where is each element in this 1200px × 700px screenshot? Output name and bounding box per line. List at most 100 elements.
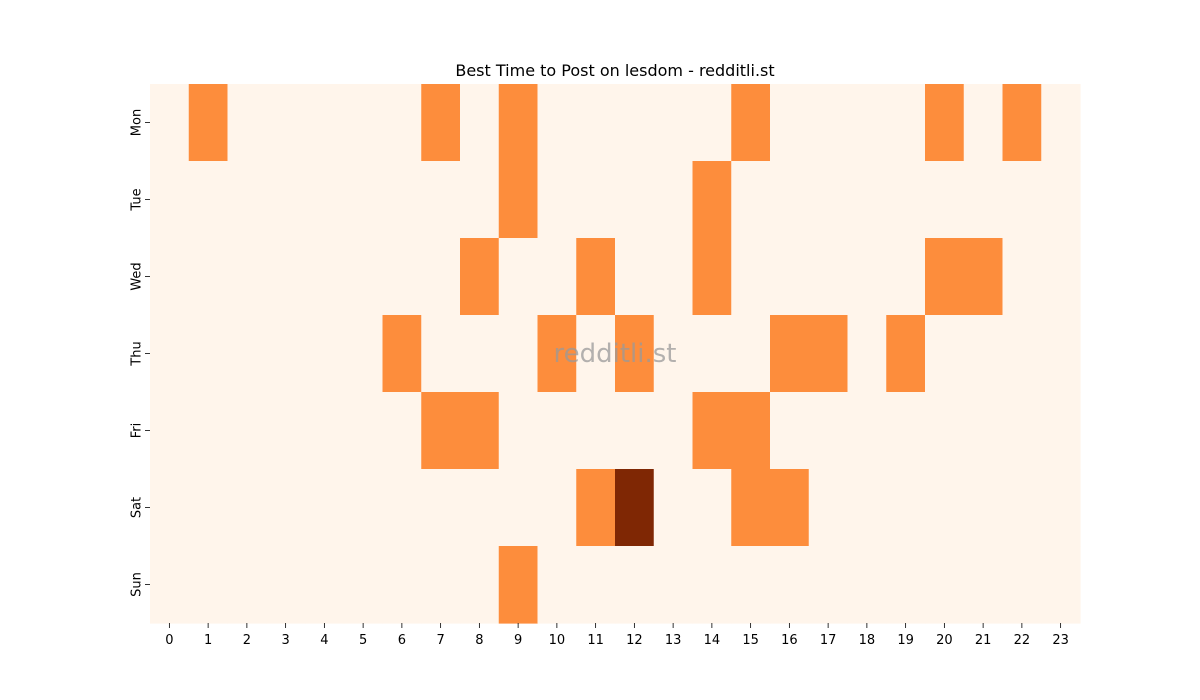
heatmap-cell-sat-1	[188, 469, 229, 547]
heatmap-cell-sun-13	[653, 546, 694, 624]
heatmap-cell-tue-5	[343, 161, 384, 239]
heatmap-cell-mon-9	[498, 84, 539, 162]
heatmap-cell-wed-8	[460, 238, 500, 316]
heatmap-cell-tue-18	[847, 161, 887, 239]
heatmap-cell-thu-5	[343, 315, 384, 393]
y-tick-label: Thu	[130, 341, 145, 366]
heatmap-cell-tue-19	[886, 161, 926, 239]
heatmap-cell-mon-6	[382, 84, 422, 162]
heatmap-cell-mon-7	[421, 84, 461, 162]
heatmap-cell-wed-13	[653, 238, 694, 316]
heatmap-cell-sat-19	[886, 469, 926, 547]
heatmap-cell-wed-14	[692, 238, 732, 316]
heatmap-cell-tue-20	[925, 161, 965, 239]
x-tick-label: 3	[281, 633, 289, 648]
heatmap-cell-sun-19	[886, 546, 926, 624]
heatmap-cell-tue-11	[576, 161, 616, 239]
heatmap-cell-sat-12	[615, 469, 655, 547]
heatmap-cell-mon-12	[615, 84, 655, 162]
heatmap-cell-thu-0	[150, 315, 190, 393]
heatmap-cell-fri-17	[808, 392, 849, 470]
heatmap-cell-thu-22	[1002, 315, 1042, 393]
heatmap-cell-thu-4	[305, 315, 345, 393]
heatmap-cell-sat-20	[925, 469, 965, 547]
heatmap-cell-thu-7	[421, 315, 461, 393]
heatmap-cell-sat-3	[266, 469, 306, 547]
heatmap-cell-sun-1	[188, 546, 229, 624]
x-tick-label: 21	[975, 633, 992, 648]
heatmap-cell-sun-4	[305, 546, 345, 624]
heatmap-cell-sun-15	[731, 546, 771, 624]
heatmap-cell-sat-11	[576, 469, 616, 547]
heatmap-cell-fri-4	[305, 392, 345, 470]
x-tick-label: 22	[1014, 633, 1031, 648]
heatmap-cell-sun-5	[343, 546, 384, 624]
heatmap-cell-fri-19	[886, 392, 926, 470]
heatmap-cell-wed-12	[615, 238, 655, 316]
x-tick-label: 2	[243, 633, 251, 648]
x-tick-label: 18	[859, 633, 876, 648]
heatmap-cell-sun-17	[808, 546, 849, 624]
heatmap-cell-fri-13	[653, 392, 694, 470]
heatmap-cell-sat-5	[343, 469, 384, 547]
heatmap-cell-wed-23	[1041, 238, 1081, 316]
heatmap-cell-thu-6	[382, 315, 422, 393]
heatmap-cell-wed-16	[770, 238, 810, 316]
heatmap-cell-sat-21	[963, 469, 1004, 547]
heatmap-cell-mon-13	[653, 84, 694, 162]
watermark: redditli.st	[554, 339, 677, 369]
heatmap-cell-mon-2	[227, 84, 267, 162]
heatmap-cell-tue-22	[1002, 161, 1042, 239]
heatmap-cell-thu-12	[615, 315, 655, 393]
x-tick-label: 11	[587, 633, 604, 648]
heatmap-cell-wed-5	[343, 238, 384, 316]
heatmap-cell-fri-11	[576, 392, 616, 470]
heatmap-cell-tue-2	[227, 161, 267, 239]
heatmap-cell-mon-5	[343, 84, 384, 162]
heatmap-cell-sun-18	[847, 546, 887, 624]
heatmap-cell-thu-1	[188, 315, 229, 393]
heatmap-cell-fri-18	[847, 392, 887, 470]
heatmap-cell-wed-18	[847, 238, 887, 316]
heatmap-cell-tue-14	[692, 161, 732, 239]
heatmap-cell-thu-3	[266, 315, 306, 393]
heatmap-cell-thu-20	[925, 315, 965, 393]
heatmap-cell-thu-13	[653, 315, 694, 393]
y-tick-label: Mon	[130, 109, 145, 136]
x-tick-label: 9	[514, 633, 522, 648]
heatmap-cell-fri-6	[382, 392, 422, 470]
heatmap-cell-mon-19	[886, 84, 926, 162]
x-axis-ticks: 0 1 2 3 4 5 6 7 8 9 10 11 12 13 14 15 16 17 18 19 20 21 22 23	[165, 623, 1069, 648]
heatmap-cell-fri-20	[925, 392, 965, 470]
heatmap-cell-fri-8	[460, 392, 500, 470]
heatmap-cell-sat-13	[653, 469, 694, 547]
heatmap-cell-mon-14	[692, 84, 732, 162]
heatmap-cell-thu-16	[770, 315, 810, 393]
heatmap-cell-sun-22	[1002, 546, 1042, 624]
heatmap-cell-thu-10	[537, 315, 577, 393]
heatmap-cell-wed-22	[1002, 238, 1042, 316]
heatmap-cell-thu-17	[808, 315, 849, 393]
heatmap-cell-fri-5	[343, 392, 384, 470]
heatmap-cell-wed-10	[537, 238, 577, 316]
heatmap-cell-thu-2	[227, 315, 267, 393]
heatmap-cell-sun-14	[692, 546, 732, 624]
x-tick-label: 1	[204, 633, 212, 648]
heatmap-cell-tue-0	[150, 161, 190, 239]
heatmap-cell-fri-14	[692, 392, 732, 470]
heatmap-cell-sun-20	[925, 546, 965, 624]
heatmap-cell-fri-7	[421, 392, 461, 470]
heatmap-cell-sun-0	[150, 546, 190, 624]
chart-title: Best Time to Post on lesdom - redditli.s…	[455, 61, 774, 80]
heatmap-cell-mon-4	[305, 84, 345, 162]
y-tick-label: Wed	[130, 262, 145, 290]
x-tick-label: 14	[704, 633, 721, 648]
x-tick-label: 16	[781, 633, 798, 648]
heatmap-cell-sat-14	[692, 469, 732, 547]
heatmap-cell-fri-1	[188, 392, 229, 470]
heatmap-cell-wed-0	[150, 238, 190, 316]
heatmap-cell-sat-18	[847, 469, 887, 547]
heatmap-cell-fri-12	[615, 392, 655, 470]
heatmap-cell-sun-21	[963, 546, 1004, 624]
